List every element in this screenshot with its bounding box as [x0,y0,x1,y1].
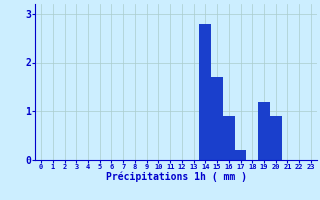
Bar [258,102,270,160]
Bar [223,116,235,160]
Bar [199,23,211,160]
Bar [235,150,246,160]
X-axis label: Précipitations 1h ( mm ): Précipitations 1h ( mm ) [106,172,246,182]
Bar [211,77,223,160]
Bar [270,116,282,160]
